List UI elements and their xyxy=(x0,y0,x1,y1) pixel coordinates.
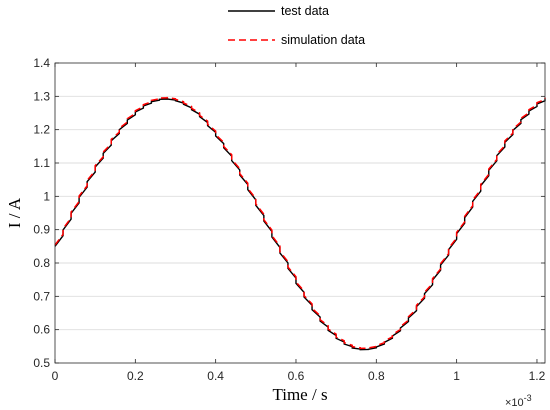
x-tick-label: 1.2 xyxy=(529,369,546,383)
y-tick-label: 0.8 xyxy=(33,256,50,270)
x-exponent-base: ×10 xyxy=(505,397,524,409)
legend: test data simulation data xyxy=(228,4,365,47)
x-axis-exponent: ×10-3 xyxy=(505,393,532,409)
legend-label-test-data: test data xyxy=(281,4,329,18)
x-tick-label: 0 xyxy=(52,369,59,383)
x-tick-label: 0.6 xyxy=(288,369,305,383)
x-tick-label: 1 xyxy=(453,369,460,383)
y-tick-label: 1 xyxy=(43,189,50,203)
legend-label-simulation-data: simulation data xyxy=(281,33,365,47)
y-tick-label: 1.2 xyxy=(33,123,50,137)
series-line-test-data xyxy=(54,98,546,351)
y-tick-label: 0.9 xyxy=(33,223,50,237)
y-tick-label: 1.4 xyxy=(33,56,50,70)
series-line-simulation-data xyxy=(54,96,546,350)
grid-lines xyxy=(55,95,545,331)
plot-frame xyxy=(54,62,546,364)
x-tick-label: 0.2 xyxy=(127,369,144,383)
y-tick-label: 0.5 xyxy=(33,356,50,370)
y-tick-label: 0.6 xyxy=(33,323,50,337)
axis-ticks: 0.5 0.6 0.7 0.8 0.9 1 1.1 1.2 1.3 1.4 0 0.2 0.4 0.6 0.… xyxy=(33,56,545,383)
x-exponent-power: -3 xyxy=(524,393,532,403)
x-tick-label: 0.4 xyxy=(207,369,224,383)
series-lines xyxy=(54,96,546,351)
y-tick-label: 1.3 xyxy=(33,89,50,103)
x-tick-label: 0.8 xyxy=(368,369,385,383)
y-tick-label: 1.1 xyxy=(33,156,50,170)
y-tick-label: 0.7 xyxy=(33,289,50,303)
x-axis-title: Time / s xyxy=(272,385,327,404)
y-axis-title: I / A xyxy=(5,197,24,228)
